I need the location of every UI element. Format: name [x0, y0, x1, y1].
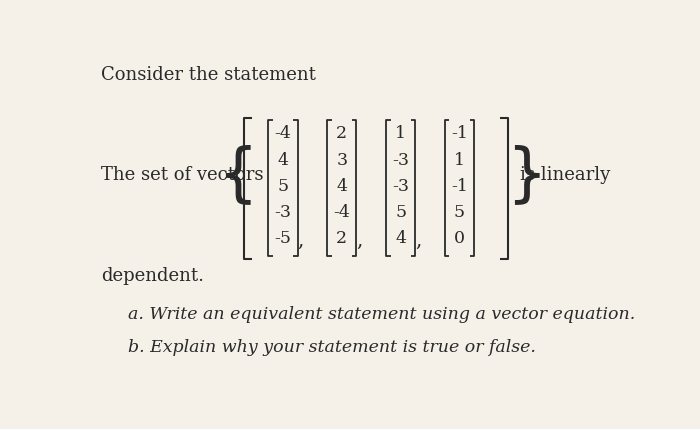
Text: ,: , — [415, 231, 421, 250]
Text: b. Explain why your statement is true or false.: b. Explain why your statement is true or… — [128, 338, 536, 356]
Text: -3: -3 — [392, 151, 409, 169]
Text: 3: 3 — [336, 151, 347, 169]
Text: -4: -4 — [333, 204, 350, 221]
Text: -1: -1 — [451, 178, 468, 195]
Text: -1: -1 — [451, 125, 468, 142]
Text: dependent.: dependent. — [102, 266, 204, 284]
Text: -5: -5 — [274, 230, 291, 247]
Text: $\left.\ \right\}$: $\left.\ \right\}$ — [486, 144, 541, 207]
Text: 1: 1 — [454, 151, 465, 169]
Text: 4: 4 — [336, 178, 347, 195]
Text: a. Write an equivalent statement using a vector equation.: a. Write an equivalent statement using a… — [128, 305, 635, 323]
Text: 0: 0 — [454, 230, 465, 247]
Text: -3: -3 — [392, 178, 409, 195]
Text: 2: 2 — [336, 230, 347, 247]
Text: Consider the statement: Consider the statement — [102, 66, 316, 84]
Text: 1: 1 — [395, 125, 406, 142]
Text: -4: -4 — [274, 125, 291, 142]
Text: ,: , — [298, 231, 304, 250]
Text: 5: 5 — [277, 178, 288, 195]
Text: 2: 2 — [336, 125, 347, 142]
Text: is linearly: is linearly — [520, 166, 610, 184]
Text: -3: -3 — [274, 204, 291, 221]
Text: $\left\{\ \right.$: $\left\{\ \right.$ — [218, 144, 252, 207]
Text: ,: , — [356, 231, 363, 250]
Text: 4: 4 — [277, 151, 288, 169]
Text: The set of vectors: The set of vectors — [102, 166, 264, 184]
Text: 5: 5 — [454, 204, 465, 221]
Text: 5: 5 — [395, 204, 406, 221]
Text: 4: 4 — [395, 230, 406, 247]
